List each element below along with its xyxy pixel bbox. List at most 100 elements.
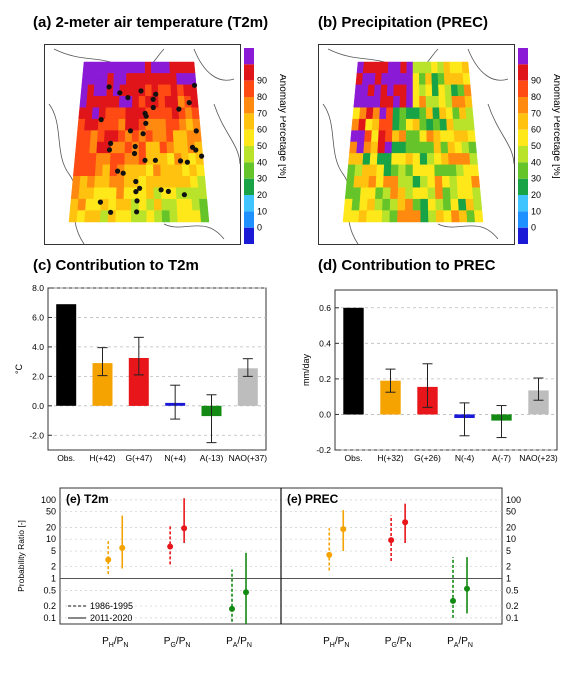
grid-cell [131,118,140,131]
colorbar-swatch [244,97,254,114]
grid-cell [362,153,371,166]
grid-cell [165,118,174,131]
colorbar-tick-label: 10 [531,206,541,216]
grid-cell [166,153,176,166]
grid-cell [359,107,368,120]
grid-cell [94,176,103,188]
grid-cell [391,153,400,166]
grid-cell [176,198,186,211]
grid-cell [85,187,95,200]
station-marker [184,159,190,165]
grid-cell [382,187,391,200]
ytick-label-right: 2 [506,562,511,572]
bar-5 [237,368,258,406]
station-marker [177,158,184,164]
grid-cell [452,118,462,131]
grid-cell [145,84,153,97]
panel-e2-title: (e) PREC [287,492,339,506]
grid-cell [363,141,372,154]
grid-cell [78,107,87,120]
grid-cell [419,84,427,97]
grid-cell [370,141,379,154]
ytick-label: 100 [41,495,56,505]
grid-cell [435,198,444,211]
plot-frame [47,287,267,451]
grid-cell [432,118,441,131]
grid-cell [123,187,132,200]
category-label: Obs. [57,453,75,463]
grid-cell [425,84,433,97]
grid-cell [461,141,470,154]
panel-b-title: (b) Precipitation (PREC) [318,14,489,31]
grid-cell [183,84,192,97]
grid-cell [94,73,102,86]
grid-cell [455,153,464,166]
grid-cell [119,73,127,86]
grid-cell [400,61,408,74]
grid-cell [93,84,102,97]
grid-cell [452,107,461,120]
grid-cell [138,141,147,154]
grid-cell [454,141,463,154]
ytick-label: 0.4 [319,338,331,348]
bar-1 [380,380,401,415]
grid-cell [78,187,88,200]
grid-cell [196,164,205,177]
grid-cell [153,164,162,177]
grid-cell [368,164,378,177]
grid-cell [112,96,120,108]
grid-cell [345,176,355,188]
grid-cell [385,118,394,131]
colorbar-swatch [244,64,254,81]
grid-cell [369,153,378,166]
grid-cell [80,164,89,177]
grid-cell [85,198,95,211]
ytick-label-right: 100 [506,495,521,505]
grid-cell [75,141,84,154]
grid-cell [110,153,119,166]
grid-cell [387,61,395,74]
grid-cell [385,107,394,120]
grid-cell [164,96,173,108]
grid-cell [352,187,362,200]
grid-cell [150,61,158,74]
colorbar-tick-label: 70 [531,108,541,118]
grid-cell [355,73,364,86]
grid-cell [190,96,199,108]
grid-cell [101,61,109,74]
grid-cell [172,130,181,143]
ratio-point [119,544,126,551]
grid-cell [186,130,195,143]
grid-cell [159,130,168,143]
station-marker [143,120,149,126]
grid-cell [131,164,140,177]
grid-cell [167,176,177,188]
grid-cell [369,61,377,74]
colorbar-swatch [518,227,528,244]
grid-cell [360,84,369,97]
grid-cell [353,176,363,188]
ratio-point [229,605,236,612]
grid-cell [87,164,97,177]
grid-cell [185,118,194,131]
colorbar-tick-label: 0 [257,223,262,233]
t2m-anomaly-map: 0 10 20 30 40 50 60 70 80 90 Anomaly Percetage [%] [44,44,286,245]
grid-cell [434,164,443,177]
grid-cell [344,187,354,200]
panel-c-title: (c) Contribution to T2m [33,257,199,274]
grid-cell [169,73,178,86]
colorbar-swatch [518,146,528,163]
colorbar-tick-label: 50 [531,141,541,151]
grid-cell [132,61,140,74]
grid-cell [398,164,407,177]
grid-cell [165,107,173,120]
grid-cell [167,164,176,177]
grid-cell [405,153,414,166]
grid-cell [158,107,167,120]
station-marker [142,157,148,163]
colorbar-swatch [518,129,528,146]
grid-cell [420,198,429,211]
station-marker [181,192,187,198]
grid-cell [92,96,101,108]
colorbar-tick-label: 90 [531,76,541,86]
